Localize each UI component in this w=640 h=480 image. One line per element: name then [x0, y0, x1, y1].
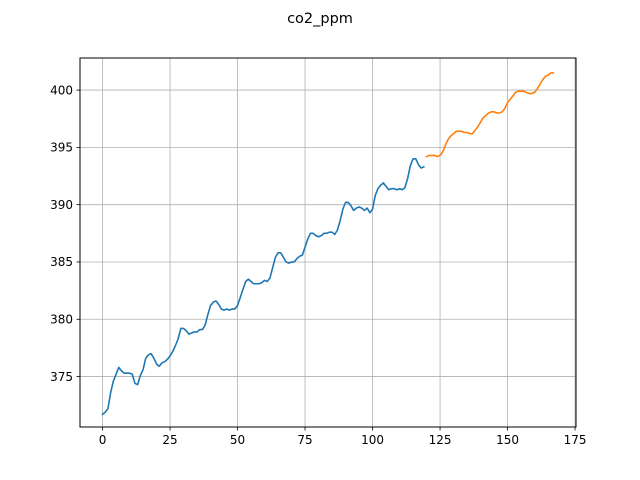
- grid-lines: [80, 58, 576, 427]
- plot-frame: [79, 57, 577, 428]
- series-lines: [101, 72, 555, 416]
- x-tick-label: 50: [230, 433, 245, 447]
- x-tick-label: 25: [162, 433, 177, 447]
- y-axis-ticks: 375 380 385 390 395 400: [50, 83, 80, 384]
- y-tick-label: 400: [50, 83, 73, 97]
- y-tick-label: 395: [50, 141, 73, 155]
- x-tick-label: 125: [429, 433, 452, 447]
- x-tick-label: 100: [361, 433, 384, 447]
- y-tick-label: 390: [50, 198, 73, 212]
- chart-title: co2_ppm: [287, 11, 353, 27]
- y-tick-label: 380: [50, 312, 73, 326]
- y-tick-label: 375: [50, 370, 73, 384]
- x-tick-label: 75: [297, 433, 312, 447]
- y-tick-label: 385: [50, 255, 73, 269]
- x-tick-label: 150: [496, 433, 519, 447]
- x-axis-ticks: 0 25 50 75 100 125 150 175: [99, 427, 587, 447]
- x-tick-label: 175: [564, 433, 587, 447]
- series-line-1: [101, 158, 425, 416]
- series-line-2: [425, 72, 555, 158]
- x-tick-label: 0: [99, 433, 107, 447]
